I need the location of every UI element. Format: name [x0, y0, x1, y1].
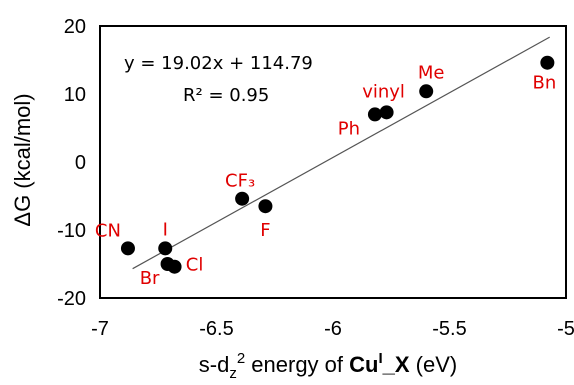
point-label: Br: [140, 268, 160, 289]
trendline: [132, 36, 550, 270]
point-label: Cl: [186, 255, 204, 276]
y-tick-label: 10: [64, 84, 86, 106]
x-tick-label: -6.5: [199, 318, 233, 340]
data-point: [379, 105, 394, 120]
point-label: I: [163, 219, 168, 240]
data-point: [167, 259, 182, 274]
y-axis-title: ΔG (kcal/mol): [10, 93, 35, 226]
data-point: [258, 199, 273, 214]
point-label: vinyl: [362, 81, 405, 102]
data-point: [367, 107, 382, 122]
y-tick-label: 20: [64, 16, 86, 38]
point-label: CF₃: [225, 171, 255, 192]
x-tick-label: -6: [324, 318, 342, 340]
x-tick-label: -5: [557, 318, 574, 340]
x-tick-label: -5.5: [432, 318, 466, 340]
x-axis-title: s-dz2 energy of CuI_X (eV): [199, 350, 457, 382]
point-label: Bn: [532, 73, 556, 94]
r-squared: R² = 0.95: [183, 85, 269, 106]
point-label: CN: [95, 220, 121, 241]
y-tick-label: -10: [57, 220, 86, 242]
data-point: [120, 241, 135, 256]
data-point: [419, 84, 434, 99]
y-tick-label: -20: [57, 288, 86, 310]
y-tick-label: 0: [75, 152, 86, 174]
data-point: [158, 241, 173, 256]
trend-equation: y = 19.02x + 114.79: [124, 53, 313, 74]
point-label: F: [260, 220, 270, 241]
point-label: Ph: [338, 118, 360, 139]
point-label: Me: [418, 62, 445, 83]
x-tick-label: -7: [91, 318, 109, 340]
plot-frame: [99, 25, 567, 299]
data-point: [235, 191, 250, 206]
data-point: [540, 55, 555, 70]
